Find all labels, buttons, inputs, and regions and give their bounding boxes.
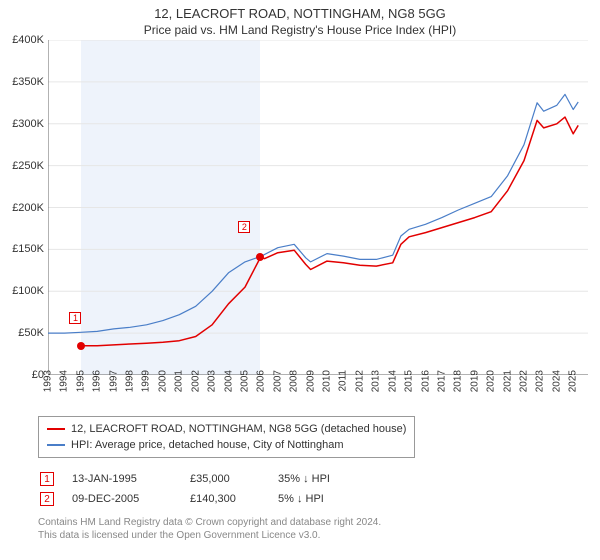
x-tick-label: 2017 <box>436 370 447 392</box>
sale-marker-dot <box>77 342 85 350</box>
sale-date: 13-JAN-1995 <box>72 473 172 485</box>
legend-item: HPI: Average price, detached house, City… <box>47 437 406 453</box>
sale-row: 2 09-DEC-2005 £140,300 5% ↓ HPI <box>38 492 588 506</box>
series-line-hpi <box>48 94 578 333</box>
x-tick-label: 2018 <box>453 370 464 392</box>
sale-price: £140,300 <box>190 493 260 505</box>
x-tick-label: 2024 <box>551 370 562 392</box>
x-tick-label: 2019 <box>469 370 480 392</box>
x-tick-label: 1993 <box>43 370 54 392</box>
legend-swatch <box>47 428 65 430</box>
legend-swatch <box>47 444 65 446</box>
y-tick-label: £100K <box>2 285 44 297</box>
legend: 12, LEACROFT ROAD, NOTTINGHAM, NG8 5GG (… <box>38 416 415 458</box>
x-tick-label: 1998 <box>125 370 136 392</box>
attribution-line: Contains HM Land Registry data © Crown c… <box>38 516 588 529</box>
x-tick-label: 2020 <box>486 370 497 392</box>
sales-list: 1 13-JAN-1995 £35,000 35% ↓ HPI 2 09-DEC-2005… <box>38 472 588 506</box>
y-tick-label: £150K <box>2 243 44 255</box>
y-tick-label: £350K <box>2 76 44 88</box>
x-tick-label: 2003 <box>207 370 218 392</box>
y-tick-label: £250K <box>2 160 44 172</box>
x-tick-label: 2016 <box>420 370 431 392</box>
x-tick-label: 2004 <box>223 370 234 392</box>
x-tick-label: 2010 <box>322 370 333 392</box>
x-tick-label: 2021 <box>502 370 513 392</box>
x-tick-label: 2001 <box>174 370 185 392</box>
x-tick-label: 1999 <box>141 370 152 392</box>
x-tick-label: 2011 <box>338 370 349 392</box>
sale-hpi-delta: 5% ↓ HPI <box>278 493 324 505</box>
sale-index-box: 1 <box>40 472 54 486</box>
x-tick-label: 2007 <box>272 370 283 392</box>
x-tick-label: 2009 <box>305 370 316 392</box>
x-tick-label: 1995 <box>75 370 86 392</box>
sale-index-box: 2 <box>40 492 54 506</box>
x-tick-label: 1997 <box>108 370 119 392</box>
sale-marker-box: 1 <box>69 312 81 324</box>
plot-area: £0£50K£100K£150K£200K£250K£300K£350K£400… <box>48 40 588 375</box>
legend-label: HPI: Average price, detached house, City… <box>71 437 344 453</box>
y-tick-label: £300K <box>2 118 44 130</box>
sale-date: 09-DEC-2005 <box>72 493 172 505</box>
legend-item: 12, LEACROFT ROAD, NOTTINGHAM, NG8 5GG (… <box>47 421 406 437</box>
chart-container: 12, LEACROFT ROAD, NOTTINGHAM, NG8 5GG P… <box>0 0 600 560</box>
chart-title: 12, LEACROFT ROAD, NOTTINGHAM, NG8 5GG <box>0 0 600 21</box>
x-tick-label: 2023 <box>535 370 546 392</box>
sale-price: £35,000 <box>190 473 260 485</box>
y-tick-label: £200K <box>2 202 44 214</box>
x-tick-label: 2012 <box>354 370 365 392</box>
x-tick-label: 2013 <box>371 370 382 392</box>
y-tick-label: £400K <box>2 34 44 46</box>
y-tick-label: £50K <box>2 327 44 339</box>
x-tick-label: 2005 <box>239 370 250 392</box>
x-tick-label: 2002 <box>190 370 201 392</box>
sale-marker-dot <box>256 253 264 261</box>
x-tick-label: 2014 <box>387 370 398 392</box>
sale-row: 1 13-JAN-1995 £35,000 35% ↓ HPI <box>38 472 588 486</box>
attribution: Contains HM Land Registry data © Crown c… <box>38 516 588 542</box>
x-tick-label: 2022 <box>518 370 529 392</box>
x-tick-label: 2008 <box>289 370 300 392</box>
series-line-price_paid <box>82 117 579 346</box>
x-tick-label: 2000 <box>157 370 168 392</box>
x-tick-label: 2025 <box>568 370 579 392</box>
x-tick-label: 1994 <box>59 370 70 392</box>
x-tick-label: 2015 <box>404 370 415 392</box>
chart-subtitle: Price paid vs. HM Land Registry's House … <box>0 21 600 37</box>
legend-label: 12, LEACROFT ROAD, NOTTINGHAM, NG8 5GG (… <box>71 421 406 437</box>
x-tick-label: 1996 <box>92 370 103 392</box>
plot-svg <box>48 40 588 375</box>
y-tick-label: £0 <box>2 369 44 381</box>
x-tick-label: 2006 <box>256 370 267 392</box>
chart-footer-block: 12, LEACROFT ROAD, NOTTINGHAM, NG8 5GG (… <box>38 416 588 542</box>
sale-marker-box: 2 <box>238 221 250 233</box>
sale-hpi-delta: 35% ↓ HPI <box>278 473 330 485</box>
attribution-line: This data is licensed under the Open Gov… <box>38 529 588 542</box>
